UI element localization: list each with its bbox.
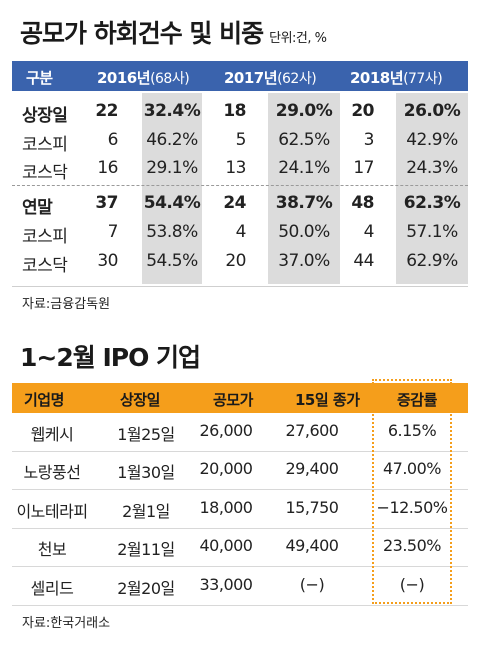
count-cell: 6: [107, 130, 119, 150]
close-price-cell: 29,400: [285, 459, 339, 479]
count-cell: 20: [225, 251, 246, 271]
percent-cell: 62.5%: [278, 130, 330, 150]
percent-cell: 26.0%: [403, 101, 461, 121]
close-price-cell: 27,600: [285, 421, 339, 440]
listing-date-cell: 1월30일: [117, 463, 175, 483]
percent-cell: 32.4%: [143, 101, 201, 121]
table2-title: 1~2월 IPO 기업: [20, 343, 201, 372]
offer-price-cell: 20,000: [199, 459, 253, 479]
count-cell: 16: [97, 158, 118, 178]
percent-cell: 62.9%: [406, 251, 458, 271]
shade-col-2018: [396, 93, 468, 284]
percent-cell: 29.0%: [275, 101, 333, 121]
change-rate-cell: 6.15%: [387, 421, 437, 440]
offer-price-cell: 26,000: [199, 421, 253, 440]
count-cell: 30: [97, 251, 118, 271]
table-row: 노랑풍선 1월30일 20,000 29,400 47.00%: [12, 451, 468, 491]
percent-cell: 62.3%: [403, 193, 461, 213]
listing-date-cell: 2월1일: [122, 501, 170, 521]
company-cell: 셀리드: [30, 578, 74, 598]
table1-source: 자료:금융감독원: [22, 297, 111, 312]
header-close-price: 15일 종가: [295, 391, 360, 409]
table1-header: 구분 2016년(68사) 2017년(62사) 2018년(77사): [12, 61, 468, 91]
shade-col-2016: [142, 93, 202, 284]
table-row: 이노테라피 2월1일 18,000 15,750 −12.50%: [12, 490, 468, 529]
count-cell: 4: [363, 222, 375, 242]
header-year-2018: 2018년(77사): [350, 69, 443, 87]
row-label: 연말: [22, 198, 53, 218]
group-divider: [12, 185, 468, 186]
count-cell: 4: [235, 222, 247, 242]
listing-date-cell: 2월20일: [117, 578, 175, 598]
row-label: 상장일: [22, 106, 68, 126]
offer-price-cell: 18,000: [199, 497, 253, 517]
table1-bottom-rule: [12, 286, 468, 287]
count-cell: 48: [351, 193, 374, 213]
count-cell: 5: [235, 130, 247, 150]
percent-cell: 53.8%: [146, 222, 198, 242]
percent-cell: 38.7%: [275, 193, 333, 213]
close-price-cell: 49,400: [285, 536, 339, 556]
row-label: 코스닥: [22, 256, 68, 276]
change-rate-cell: (−): [399, 574, 425, 594]
listing-date-cell: 2월11일: [117, 540, 175, 560]
table1-unit: 단위:건, %: [269, 31, 327, 46]
change-rate-cell: −12.50%: [376, 497, 448, 517]
company-cell: 노랑풍선: [23, 463, 81, 483]
count-cell: 13: [225, 158, 246, 178]
table-row: 웹케시 1월25일 26,000 27,600 6.15%: [12, 413, 468, 452]
percent-cell: 46.2%: [146, 130, 198, 150]
close-price-cell: (−): [299, 574, 325, 594]
company-cell: 웹케시: [30, 425, 74, 444]
count-cell: 22: [95, 101, 118, 121]
count-cell: 44: [353, 251, 374, 271]
count-cell: 7: [107, 222, 119, 242]
table-row: 셀리드 2월20일 33,000 (−) (−): [12, 567, 468, 606]
header-company: 기업명: [24, 391, 64, 409]
percent-cell: 54.4%: [143, 193, 201, 213]
header-change-rate: 증감률: [397, 391, 437, 409]
close-price-cell: 15,750: [285, 497, 339, 517]
count-cell: 3: [363, 130, 375, 150]
header-listing-date: 상장일: [120, 391, 160, 409]
percent-cell: 29.1%: [146, 158, 198, 178]
offer-price-cell: 33,000: [199, 574, 253, 594]
change-rate-highlight: [372, 379, 452, 604]
count-cell: 20: [351, 101, 374, 121]
row-label: 코스닥: [22, 163, 68, 183]
table2-header: 기업명 상장일 공모가 15일 종가 증감률: [12, 383, 468, 413]
count-cell: 17: [353, 158, 374, 178]
offer-price-cell: 40,000: [199, 536, 253, 556]
count-cell: 24: [223, 193, 246, 213]
header-category: 구분: [26, 69, 53, 87]
percent-cell: 24.3%: [406, 158, 458, 178]
change-rate-cell: 47.00%: [382, 459, 442, 479]
row-label: 코스피: [22, 135, 68, 155]
count-cell: 37: [95, 193, 118, 213]
listing-date-cell: 1월25일: [117, 425, 175, 444]
company-cell: 이노테라피: [16, 501, 88, 521]
percent-cell: 50.0%: [278, 222, 330, 242]
company-cell: 천보: [37, 540, 67, 560]
percent-cell: 37.0%: [278, 251, 330, 271]
percent-cell: 42.9%: [406, 130, 458, 150]
percent-cell: 57.1%: [406, 222, 458, 242]
header-year-2017: 2017년(62사): [224, 69, 317, 87]
row-label: 코스피: [22, 227, 68, 247]
percent-cell: 54.5%: [146, 251, 198, 271]
shade-col-2017: [268, 93, 340, 284]
header-year-2016: 2016년(68사): [97, 69, 190, 87]
count-cell: 18: [223, 101, 246, 121]
table-row: 천보 2월11일 40,000 49,400 23.50%: [12, 528, 468, 568]
percent-cell: 24.1%: [278, 158, 330, 178]
header-offer-price: 공모가: [213, 391, 253, 409]
change-rate-cell: 23.50%: [382, 536, 442, 556]
table2-source: 자료:한국거래소: [22, 616, 111, 631]
table1-title: 공모가 하회건수 및 비중 단위:건, %: [20, 19, 327, 48]
